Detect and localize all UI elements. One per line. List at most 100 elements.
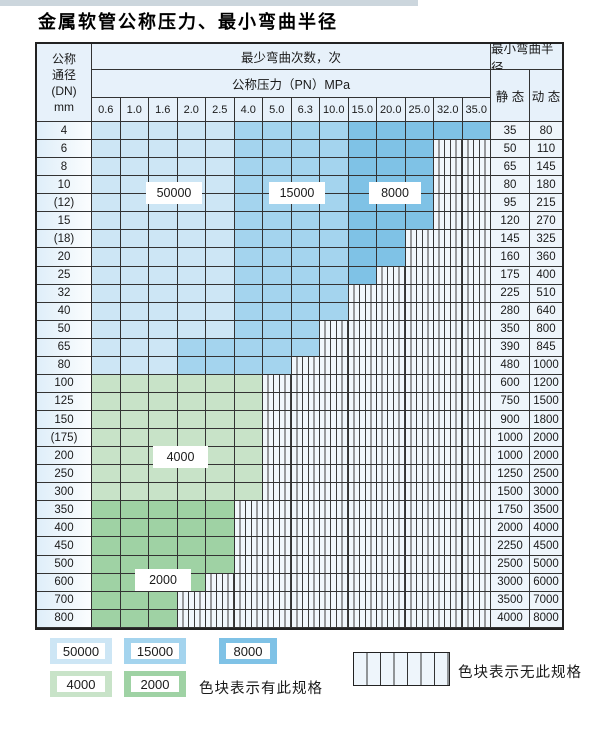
spec-cell [120, 609, 149, 628]
pressure-header-cell: 2.0 [177, 98, 206, 122]
dn-label: 6 [37, 140, 92, 159]
dn-label: 450 [37, 537, 92, 556]
spec-cell [348, 248, 377, 267]
spec-cell [177, 230, 206, 249]
spec-cell [434, 483, 463, 502]
spec-cell [291, 392, 320, 411]
dynamic-value: 1800 [530, 411, 562, 430]
spec-cell [177, 140, 206, 159]
dn-label: 32 [37, 284, 92, 303]
spec-cell [92, 356, 121, 375]
spec-cell [234, 573, 263, 592]
spec-cell [92, 609, 121, 628]
spec-cell [462, 158, 491, 177]
spec-cell [149, 429, 178, 448]
spec-cell [206, 555, 235, 574]
spec-cell [263, 248, 292, 267]
spec-cell [348, 374, 377, 393]
spec-cell [206, 302, 235, 321]
dn-label: 25 [37, 266, 92, 285]
spec-cell [234, 320, 263, 339]
static-value: 1000 [491, 429, 530, 448]
spec-cell [92, 429, 121, 448]
spec-cell [149, 248, 178, 267]
spec-cell [434, 609, 463, 628]
spec-cell [291, 122, 320, 141]
spec-cell [405, 537, 434, 556]
static-value: 120 [491, 212, 530, 231]
spec-cell [206, 573, 235, 592]
dynamic-value: 4500 [530, 537, 562, 556]
spec-cell [120, 374, 149, 393]
spec-cell [234, 212, 263, 231]
spec-cell [434, 302, 463, 321]
spec-cell [377, 429, 406, 448]
dynamic-value: 145 [530, 158, 562, 177]
static-value: 350 [491, 320, 530, 339]
spec-cell [320, 447, 349, 466]
spec-cell [206, 356, 235, 375]
spec-cell [234, 194, 263, 213]
spec-cell [177, 555, 206, 574]
spec-cell [177, 338, 206, 357]
spec-cell [348, 555, 377, 574]
spec-cell [206, 122, 235, 141]
pressure-header-cell: 5.0 [263, 98, 292, 122]
spec-cell [462, 465, 491, 484]
spec-cell [405, 501, 434, 520]
spec-cell [177, 122, 206, 141]
spec-cell [462, 573, 491, 592]
spec-cell [405, 230, 434, 249]
spec-cell [291, 591, 320, 610]
page-title: 金属软管公称压力、最小弯曲半径 [38, 12, 338, 32]
spec-cell [263, 374, 292, 393]
spec-cell [120, 501, 149, 520]
static-value: 390 [491, 338, 530, 357]
spec-cell [177, 501, 206, 520]
spec-cell [405, 248, 434, 267]
bend-radius-header: 最小弯曲半径 [491, 42, 562, 75]
spec-cell [291, 248, 320, 267]
spec-cell [405, 302, 434, 321]
spec-cell [92, 447, 121, 466]
spec-cell [291, 266, 320, 285]
spec-cell [92, 248, 121, 267]
spec-cell [92, 555, 121, 574]
spec-cell [348, 158, 377, 177]
spec-cell [462, 519, 491, 538]
spec-cell [377, 158, 406, 177]
spec-cell [206, 447, 235, 466]
spec-cell [320, 230, 349, 249]
legend-swatch-nospec [353, 652, 450, 686]
spec-cell [434, 591, 463, 610]
spec-cell [462, 555, 491, 574]
spec-cell [434, 392, 463, 411]
spec-cell [149, 392, 178, 411]
spec-cell [234, 609, 263, 628]
spec-cell [434, 230, 463, 249]
pressure-header-cell: 32.0 [434, 98, 463, 122]
dn-label: 200 [37, 447, 92, 466]
spec-cell [462, 411, 491, 430]
band-label-15000: 15000 [270, 183, 324, 203]
spec-cell [462, 266, 491, 285]
spec-cell [348, 320, 377, 339]
spec-cell [206, 519, 235, 538]
spec-cell [92, 411, 121, 430]
pressure-header-cell: 20.0 [377, 98, 406, 122]
static-value: 1250 [491, 465, 530, 484]
spec-cell [348, 140, 377, 159]
spec-cell [348, 284, 377, 303]
spec-cell [320, 320, 349, 339]
table-body: 4 35 80 6 50 110 8 65 145 10 80 180 (12) 95 215 15 120 27… [37, 122, 562, 628]
spec-cell [405, 338, 434, 357]
spec-cell [462, 483, 491, 502]
spec-cell [120, 392, 149, 411]
pressure-header-cell: 35.0 [462, 98, 491, 122]
spec-cell [234, 284, 263, 303]
spec-cell [206, 284, 235, 303]
dn-label: 250 [37, 465, 92, 484]
pressure-header-cell: 1.6 [149, 98, 178, 122]
legend-label: 50000 [57, 643, 105, 659]
spec-cell [234, 591, 263, 610]
